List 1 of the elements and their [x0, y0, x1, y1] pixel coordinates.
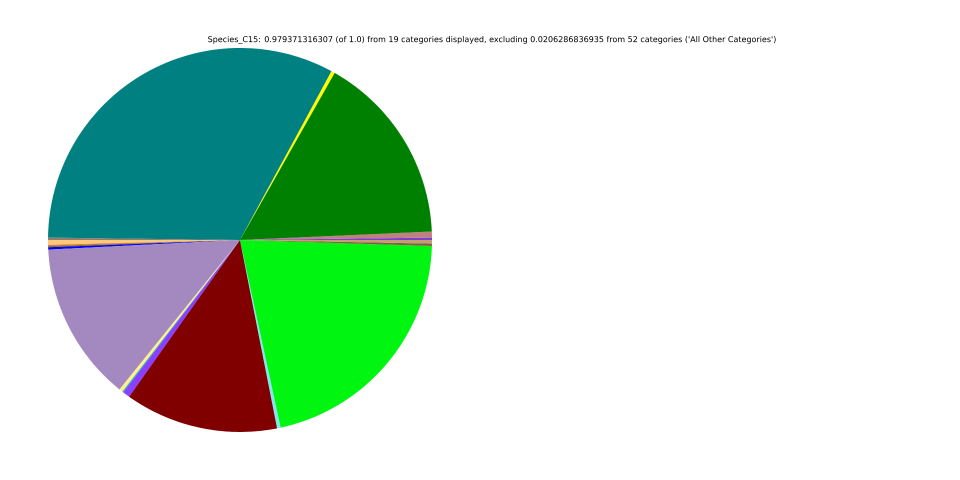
text: Species_C15: 0.979371316307 (of 1.0) from 19 categories displayed, excluding 0.0206286836935 from 52 categories ('All Other Categories')	[208, 36, 776, 44]
